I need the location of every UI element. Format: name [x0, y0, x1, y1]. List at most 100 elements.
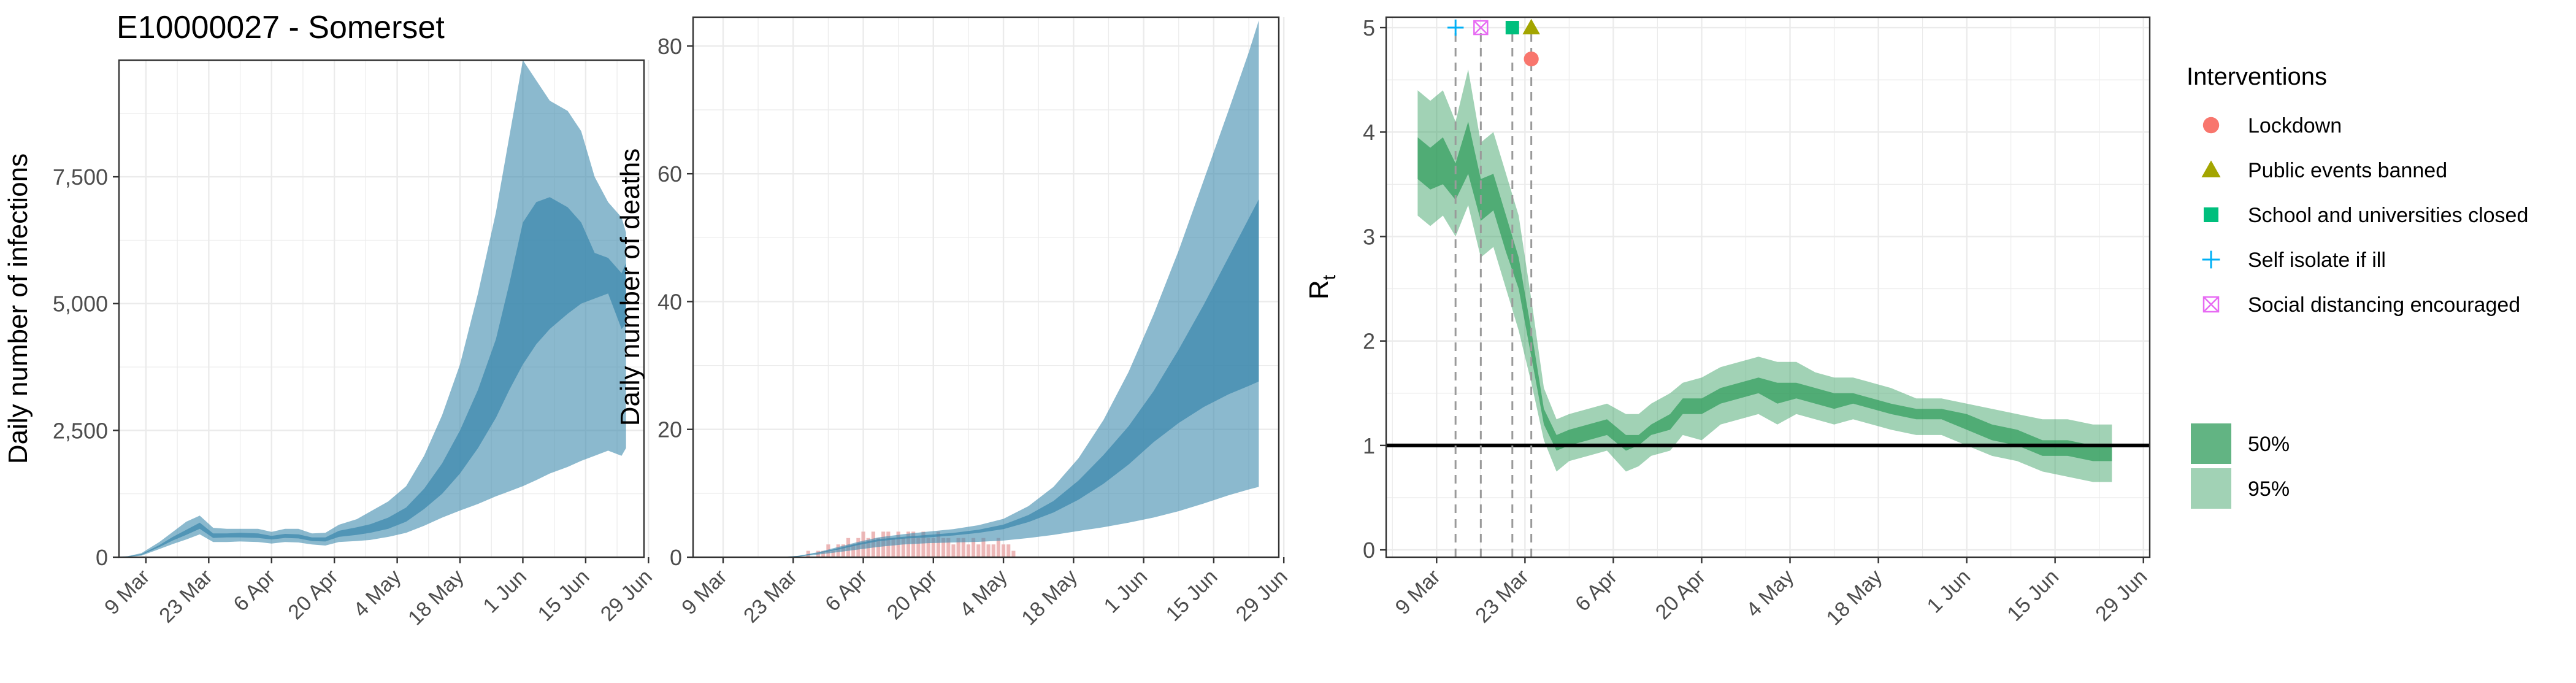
legend-marker-square [2204, 207, 2218, 222]
x-tick-label: 15 Jun [533, 565, 594, 626]
reported-death-bar [986, 544, 991, 557]
reported-death-bar [806, 550, 810, 557]
ci-50-band [778, 199, 1259, 557]
x-tick-label: 1 Jun [1100, 565, 1152, 618]
reported-death-bar [1002, 544, 1006, 557]
y-tick-label: 5,000 [53, 291, 108, 317]
plot-background [1386, 17, 2150, 557]
intervention-marker-square [1505, 21, 1519, 35]
y-tick-label: 4 [1363, 120, 1375, 145]
deaths-panel: 0 20 40 60 80 9 Mar 23 Mar 6 Apr 20 Apr 4 May 18 M… [615, 16, 1292, 630]
intervention-marker-boxcross [1473, 20, 1489, 36]
x-tick-label: 29 Jun [596, 565, 657, 626]
circle-mark [2202, 117, 2220, 134]
reported-death-bar [951, 544, 956, 557]
reported-death-bar [901, 538, 905, 557]
legend-title-interventions: Interventions [2187, 63, 2327, 90]
intervention-marker-circle [1524, 51, 1539, 67]
box-diag-2 [2203, 296, 2219, 312]
box-diag-2 [1473, 20, 1489, 35]
x-tick-label: 18 May [404, 565, 469, 630]
reported-death-bar [936, 531, 941, 557]
reported-death-bar [956, 538, 960, 557]
reported-death-bar [961, 538, 965, 557]
x-tick-label: 6 Apr [821, 565, 872, 616]
y-tick-label: 5 [1363, 15, 1375, 41]
legend-marker-plus [2202, 250, 2220, 269]
x-tick-label: 4 May [349, 565, 405, 622]
reported-death-bar [966, 544, 970, 557]
y-tick-label: 0 [96, 545, 108, 570]
reported-death-bar [972, 538, 976, 557]
x-tick-label: 20 Apr [883, 565, 941, 624]
triangle-mark [2201, 160, 2221, 177]
ci-50-band [110, 197, 626, 557]
x-tick-label: 18 May [1822, 565, 1887, 630]
reported-death-bar [821, 550, 826, 557]
legend-label-intervention: Public events banned [2248, 159, 2447, 182]
chart-title: E10000027 - Somerset [117, 10, 445, 45]
x-tick-label: 1 Jun [478, 565, 531, 618]
x-tick-label: 29 Jun [1232, 565, 1292, 626]
circle-mark [1524, 51, 1539, 67]
reported-death-bar [996, 538, 1000, 557]
x-tick-label: 4 May [955, 565, 1011, 622]
y-tick-label: 0 [1363, 538, 1375, 563]
reported-death-bar [851, 544, 856, 557]
x-tick-label: 15 Jun [2003, 565, 2063, 626]
reported-death-bar [946, 538, 951, 557]
reported-death-bar [916, 538, 921, 557]
y-tick-label: 2,500 [53, 418, 108, 443]
legend-label-intervention: Social distancing encouraged [2248, 293, 2520, 317]
legend-label-intervention: Self isolate if ill [2248, 249, 2386, 272]
legend-key-interval [2191, 423, 2231, 464]
reported-death-bar [921, 531, 926, 557]
plot-border [1385, 16, 2151, 558]
reported-death-bar [831, 550, 835, 557]
reported-death-bar [976, 544, 981, 557]
legend-label-intervention: School and universities closed [2248, 204, 2528, 227]
y-tick-label: 1 [1363, 433, 1375, 458]
x-tick-label: 1 Jun [1923, 565, 1976, 618]
x-tick-label: 6 Apr [229, 565, 280, 616]
reported-death-bar [941, 538, 946, 557]
legend-key-interval [2191, 468, 2231, 509]
x-tick-label: 9 Mar [677, 565, 731, 619]
x-tick-label: 15 Jun [1161, 565, 1222, 626]
plot-border [118, 59, 645, 558]
y-axis-label-subscript: t [1319, 274, 1340, 280]
legend-label-interval: 50% [2248, 433, 2290, 456]
reported-death-bar [891, 538, 895, 557]
legend-marker-boxcross [2202, 296, 2220, 313]
x-tick-label: 23 Mar [1471, 565, 1533, 628]
x-tick-label: 4 May [1742, 565, 1798, 622]
y-tick-label: 0 [670, 545, 682, 570]
y-tick-label: 20 [657, 417, 682, 442]
reported-death-bar [1011, 550, 1016, 557]
legend-marker-triangle [2201, 160, 2221, 177]
x-tick-label: 6 Apr [1571, 565, 1622, 616]
y-axis-label: Rt [1304, 274, 1340, 299]
intervention-marker-triangle [1522, 18, 1540, 35]
x-tick-label: 20 Apr [1651, 565, 1710, 624]
x-tick-label: 23 Mar [155, 565, 217, 628]
square-mark [2204, 207, 2218, 222]
x-tick-label: 9 Mar [100, 565, 154, 619]
intervention-marker-plus [1447, 19, 1464, 36]
box-outline [2202, 296, 2220, 313]
x-tick-label: 9 Mar [1391, 565, 1445, 619]
y-axis-label: Daily number of deaths [615, 149, 645, 426]
y-tick-label: 60 [657, 161, 682, 187]
reported-death-bar [911, 531, 916, 557]
ci-50-band [1417, 122, 2112, 461]
y-tick-label: 3 [1363, 224, 1375, 249]
triangle-mark [1522, 18, 1540, 35]
reported-death-bar [926, 538, 930, 557]
x-tick-label: 20 Apr [283, 565, 342, 624]
reported-death-bar [876, 538, 881, 557]
reported-death-bar [991, 544, 995, 557]
infections-panel: 0 2,500 5,000 7,500 9 Mar 23 Mar 6 Apr 20 Apr 4 … [3, 59, 657, 630]
ci-95-band [110, 60, 626, 557]
reported-death-bar [1006, 544, 1011, 557]
